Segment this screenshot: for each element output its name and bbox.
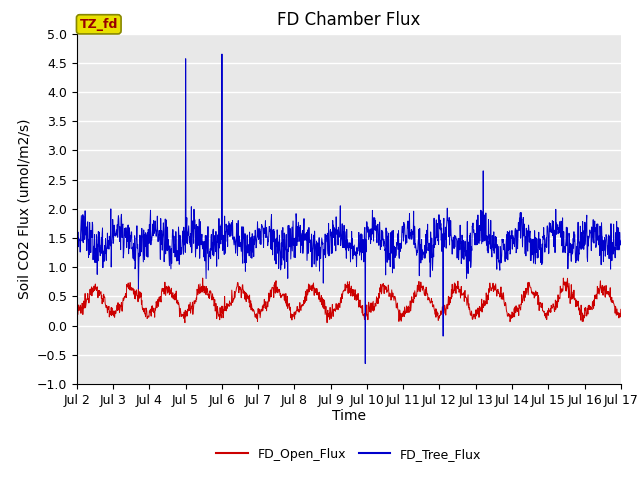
FD_Tree_Flux (434, 238, 442, 243)
FD_Tree_Flux (362, 360, 369, 366)
FD_Tree_Flux (180, 242, 188, 248)
Title: FD Chamber Flux: FD Chamber Flux (277, 11, 420, 29)
FD_Open_Flux (255, 306, 263, 312)
Line: FD_Open_Flux: FD_Open_Flux (77, 278, 621, 323)
FD_Open_Flux (73, 312, 81, 317)
FD_Open_Flux (181, 320, 189, 325)
Text: TZ_fd: TZ_fd (79, 18, 118, 31)
Line: FD_Tree_Flux: FD_Tree_Flux (77, 54, 621, 363)
FD_Tree_Flux (505, 229, 513, 235)
FD_Open_Flux (505, 312, 513, 318)
FD_Tree_Flux (617, 238, 625, 244)
Y-axis label: Soil CO2 Flux (umol/m2/s): Soil CO2 Flux (umol/m2/s) (17, 119, 31, 299)
FD_Open_Flux (553, 298, 561, 304)
X-axis label: Time: Time (332, 409, 366, 423)
FD_Tree_Flux (553, 224, 561, 230)
FD_Open_Flux (434, 310, 442, 316)
FD_Open_Flux (195, 288, 202, 294)
FD_Open_Flux (617, 306, 625, 312)
FD_Open_Flux (199, 275, 207, 281)
FD_Tree_Flux (194, 224, 202, 229)
FD_Tree_Flux (73, 234, 81, 240)
FD_Open_Flux (180, 316, 188, 322)
FD_Tree_Flux (218, 51, 226, 57)
FD_Tree_Flux (255, 226, 263, 231)
Legend: FD_Open_Flux, FD_Tree_Flux: FD_Open_Flux, FD_Tree_Flux (211, 443, 486, 466)
